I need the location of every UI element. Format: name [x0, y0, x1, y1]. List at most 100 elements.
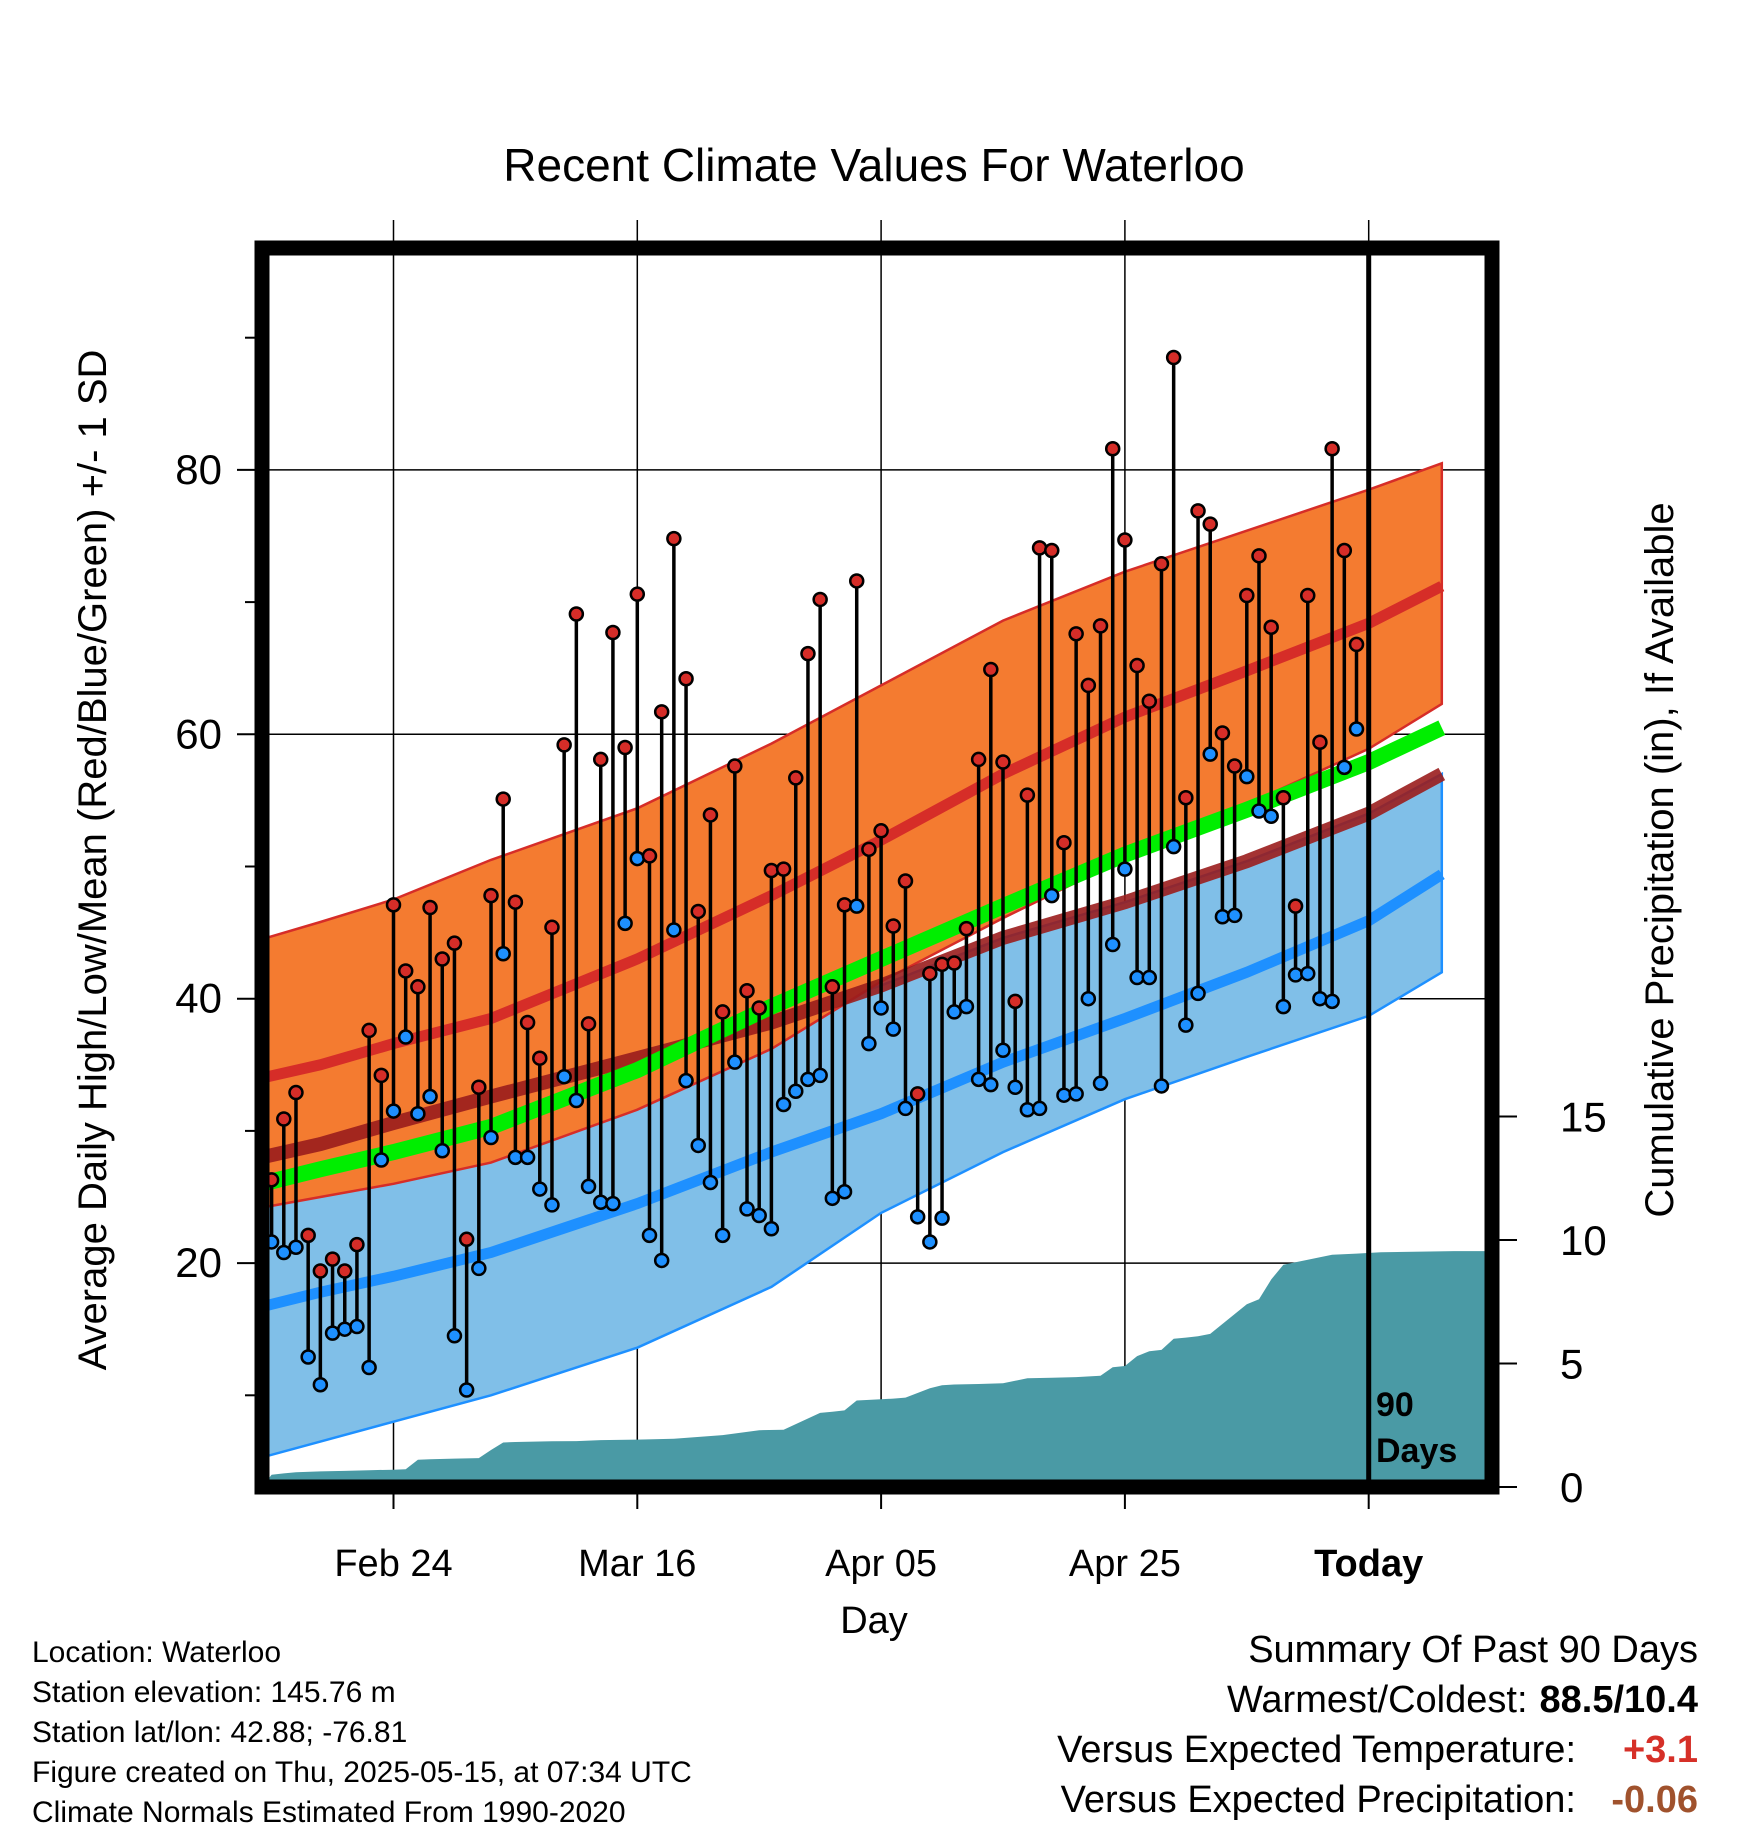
latlon-text: Station lat/lon: 42.88; -76.81	[32, 1716, 408, 1749]
temp-label: Versus Expected Temperature:	[1057, 1729, 1576, 1771]
warm-cold-label: Warmest/Coldest:	[1226, 1679, 1528, 1721]
daily-high-dot	[690, 903, 706, 920]
daily-high-dot	[349, 1236, 365, 1253]
daily-high-dot	[592, 751, 609, 768]
daily-high-dot	[775, 861, 792, 877]
y-right-tick-label: 10	[1560, 1217, 1607, 1264]
daily-low-dot	[1153, 1078, 1170, 1094]
low-normal-line	[260, 869, 1445, 1313]
axes: Feb 24 Mar 16 Apr 05 Apr 25 Today 20 40 60 80 0 5 1…	[175, 336, 1607, 1585]
daily-low-dot	[1275, 998, 1292, 1015]
x-tick-label: Apr 25	[1069, 1543, 1181, 1585]
warm-cold-row: Warmest/Coldest: 88.5/10.4	[1057, 1675, 1698, 1725]
daily-low-dot	[361, 1359, 377, 1376]
daily-high-dot	[1287, 898, 1304, 914]
daily-low-dot	[946, 1004, 962, 1020]
daily-low-dot	[605, 1195, 621, 1212]
daily-low-dot	[556, 1068, 572, 1085]
daily-high-dot	[300, 1227, 316, 1244]
daily-low-dot	[1092, 1075, 1109, 1092]
daily-high-dot	[983, 661, 999, 678]
summary-panel: Summary Of Past 90 Days Warmest/Coldest:…	[1057, 1625, 1698, 1825]
daily-high-dot	[1226, 758, 1243, 774]
daily-low-dot	[848, 898, 865, 914]
daily-low-dot	[1031, 1100, 1048, 1117]
daily-low-dot	[1044, 887, 1060, 904]
daily-low-dot	[1117, 861, 1133, 877]
daily-low-dot	[1141, 969, 1158, 986]
daily-high-dot	[410, 979, 426, 995]
daily-low-dot	[970, 1071, 987, 1088]
ninety-days-label: 90 Days	[1376, 1386, 1457, 1470]
y-right-tick-label: 0	[1560, 1464, 1583, 1511]
daily-low-dot	[422, 1088, 438, 1105]
y-left-tick-label: 20	[175, 1239, 222, 1286]
daily-high-dot	[666, 530, 682, 547]
daily-low-dot	[1104, 936, 1121, 953]
daily-low-dot	[909, 1209, 926, 1225]
location-text: Location: Waterloo	[32, 1636, 282, 1669]
daily-low-dot	[1007, 1079, 1023, 1096]
daily-high-dot	[678, 671, 694, 687]
daily-low-dot	[836, 1183, 853, 1200]
days-label-line-1: 90	[1376, 1386, 1414, 1424]
daily-low-dot	[1251, 803, 1267, 819]
daily-high-dot	[568, 606, 585, 622]
daily-high-dot	[861, 841, 877, 858]
daily-high-dot	[1068, 626, 1084, 642]
y-left-tick-label: 40	[175, 975, 222, 1022]
daily-high-dot	[751, 1000, 767, 1016]
daily-low-dot	[666, 922, 682, 938]
chart-title: Recent Climate Values For Waterloo	[503, 139, 1244, 191]
summary-heading: Summary Of Past 90 Days	[1248, 1629, 1698, 1671]
daily-high-dot	[824, 979, 841, 995]
daily-low-dot	[349, 1318, 365, 1335]
daily-high-dot	[276, 1111, 292, 1127]
days-label-line-2: Days	[1376, 1432, 1457, 1470]
daily-high-dot	[471, 1079, 487, 1096]
daily-high-dot	[934, 956, 950, 973]
y-axis-right-title: Cumulative Precipitation (in), If Availa…	[1638, 502, 1682, 1217]
x-tick-label: Today	[1314, 1543, 1423, 1585]
daily-low-dot	[519, 1149, 536, 1166]
daily-low-dot	[373, 1152, 390, 1168]
created-text: Figure created on Thu, 2025-05-15, at 07…	[32, 1756, 692, 1789]
daily-low-dot	[1080, 990, 1097, 1007]
daily-high-dot	[1031, 540, 1048, 556]
warm-cold-value: 88.5/10.4	[1539, 1679, 1698, 1721]
daily-high-dot	[1214, 725, 1231, 741]
daily-high-dot	[788, 770, 804, 786]
daily-range-stems	[269, 357, 1359, 1391]
daily-high-dot	[739, 983, 755, 999]
daily-high-dot	[1348, 636, 1365, 653]
daily-low-dot	[824, 1190, 841, 1207]
daily-low-dot	[1019, 1101, 1036, 1118]
daily-high-dot	[1178, 790, 1194, 806]
daily-high-dot	[714, 1004, 731, 1020]
daily-low-dot	[1263, 808, 1279, 825]
daily-low-dot	[775, 1096, 792, 1113]
daily-high-dot	[848, 573, 865, 589]
daily-low-dot	[532, 1181, 548, 1197]
daily-low-dot	[739, 1201, 755, 1217]
daily-high-dot	[653, 704, 670, 720]
daily-high-dot	[1153, 556, 1170, 572]
daily-low-dot	[995, 1042, 1011, 1059]
daily-high-dot	[836, 897, 853, 913]
daily-low-dot	[1287, 967, 1304, 983]
y-axis-left-title: Average Daily High/Low/Mean (Red/Blue/Gr…	[71, 350, 115, 1371]
daily-high-dot	[1312, 734, 1328, 750]
daily-low-dot	[983, 1076, 999, 1093]
daily-high-dot	[897, 873, 914, 889]
daily-high-dot	[1104, 440, 1121, 457]
daily-low-dot	[812, 1067, 828, 1084]
daily-high-dot	[1141, 693, 1158, 709]
daily-high-dot	[873, 823, 889, 839]
daily-high-dot	[1007, 993, 1023, 1010]
precip-label: Versus Expected Precipitation:	[1060, 1779, 1576, 1821]
daily-high-dot	[605, 624, 621, 641]
y-right-tick-label: 5	[1560, 1341, 1583, 1388]
daily-low-dot	[312, 1376, 329, 1393]
precip-row: Versus Expected Precipitation: -0.06	[1057, 1775, 1698, 1825]
